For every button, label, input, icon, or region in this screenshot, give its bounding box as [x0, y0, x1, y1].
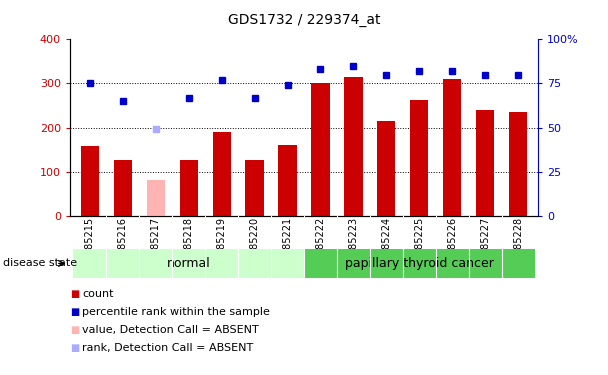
Bar: [246, 160, 264, 216]
Bar: [510, 112, 527, 216]
Bar: [114, 160, 132, 216]
Text: ■: ■: [70, 326, 79, 335]
Text: GDS1732 / 229374_at: GDS1732 / 229374_at: [228, 13, 380, 27]
Bar: [81, 147, 98, 216]
Bar: [304, 249, 535, 278]
Text: normal: normal: [167, 257, 210, 270]
Bar: [278, 145, 297, 216]
Text: disease state: disease state: [3, 258, 77, 268]
Text: ■: ■: [70, 344, 79, 353]
Bar: [147, 180, 165, 216]
Bar: [73, 249, 304, 278]
Text: ■: ■: [70, 308, 79, 317]
Text: papillary thyroid cancer: papillary thyroid cancer: [345, 257, 494, 270]
Bar: [410, 100, 429, 216]
Text: count: count: [82, 290, 114, 299]
Bar: [311, 84, 330, 216]
Text: ■: ■: [70, 290, 79, 299]
Bar: [179, 160, 198, 216]
Bar: [213, 132, 230, 216]
Text: value, Detection Call = ABSENT: value, Detection Call = ABSENT: [82, 326, 259, 335]
Bar: [476, 110, 494, 216]
Text: rank, Detection Call = ABSENT: rank, Detection Call = ABSENT: [82, 344, 254, 353]
Text: percentile rank within the sample: percentile rank within the sample: [82, 308, 270, 317]
Bar: [443, 79, 461, 216]
Bar: [378, 121, 395, 216]
Bar: [344, 77, 362, 216]
